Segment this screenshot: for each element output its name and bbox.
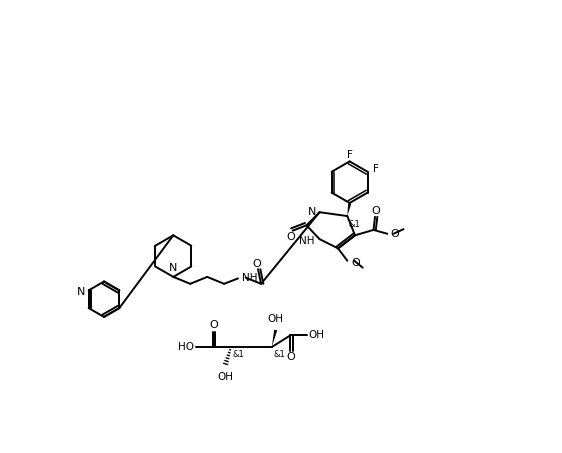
Text: O: O — [286, 232, 294, 242]
Text: O: O — [287, 352, 296, 362]
Polygon shape — [272, 330, 277, 347]
Text: HO: HO — [178, 342, 194, 352]
Text: OH: OH — [217, 371, 234, 381]
Polygon shape — [347, 203, 351, 216]
Text: F: F — [373, 164, 379, 174]
Text: F: F — [347, 150, 352, 160]
Text: OH: OH — [309, 330, 325, 340]
Text: NH: NH — [300, 236, 315, 246]
Text: O: O — [209, 320, 217, 330]
Text: OH: OH — [268, 314, 284, 324]
Text: O: O — [391, 229, 399, 239]
Text: N: N — [76, 287, 85, 297]
Text: &1: &1 — [233, 350, 244, 359]
Text: O: O — [351, 258, 360, 268]
Text: O: O — [371, 207, 380, 217]
Text: &1: &1 — [349, 220, 361, 229]
Text: &1: &1 — [273, 350, 285, 359]
Text: NH: NH — [242, 273, 257, 283]
Text: N: N — [308, 207, 316, 217]
Text: O: O — [253, 259, 261, 269]
Text: N: N — [169, 263, 178, 273]
